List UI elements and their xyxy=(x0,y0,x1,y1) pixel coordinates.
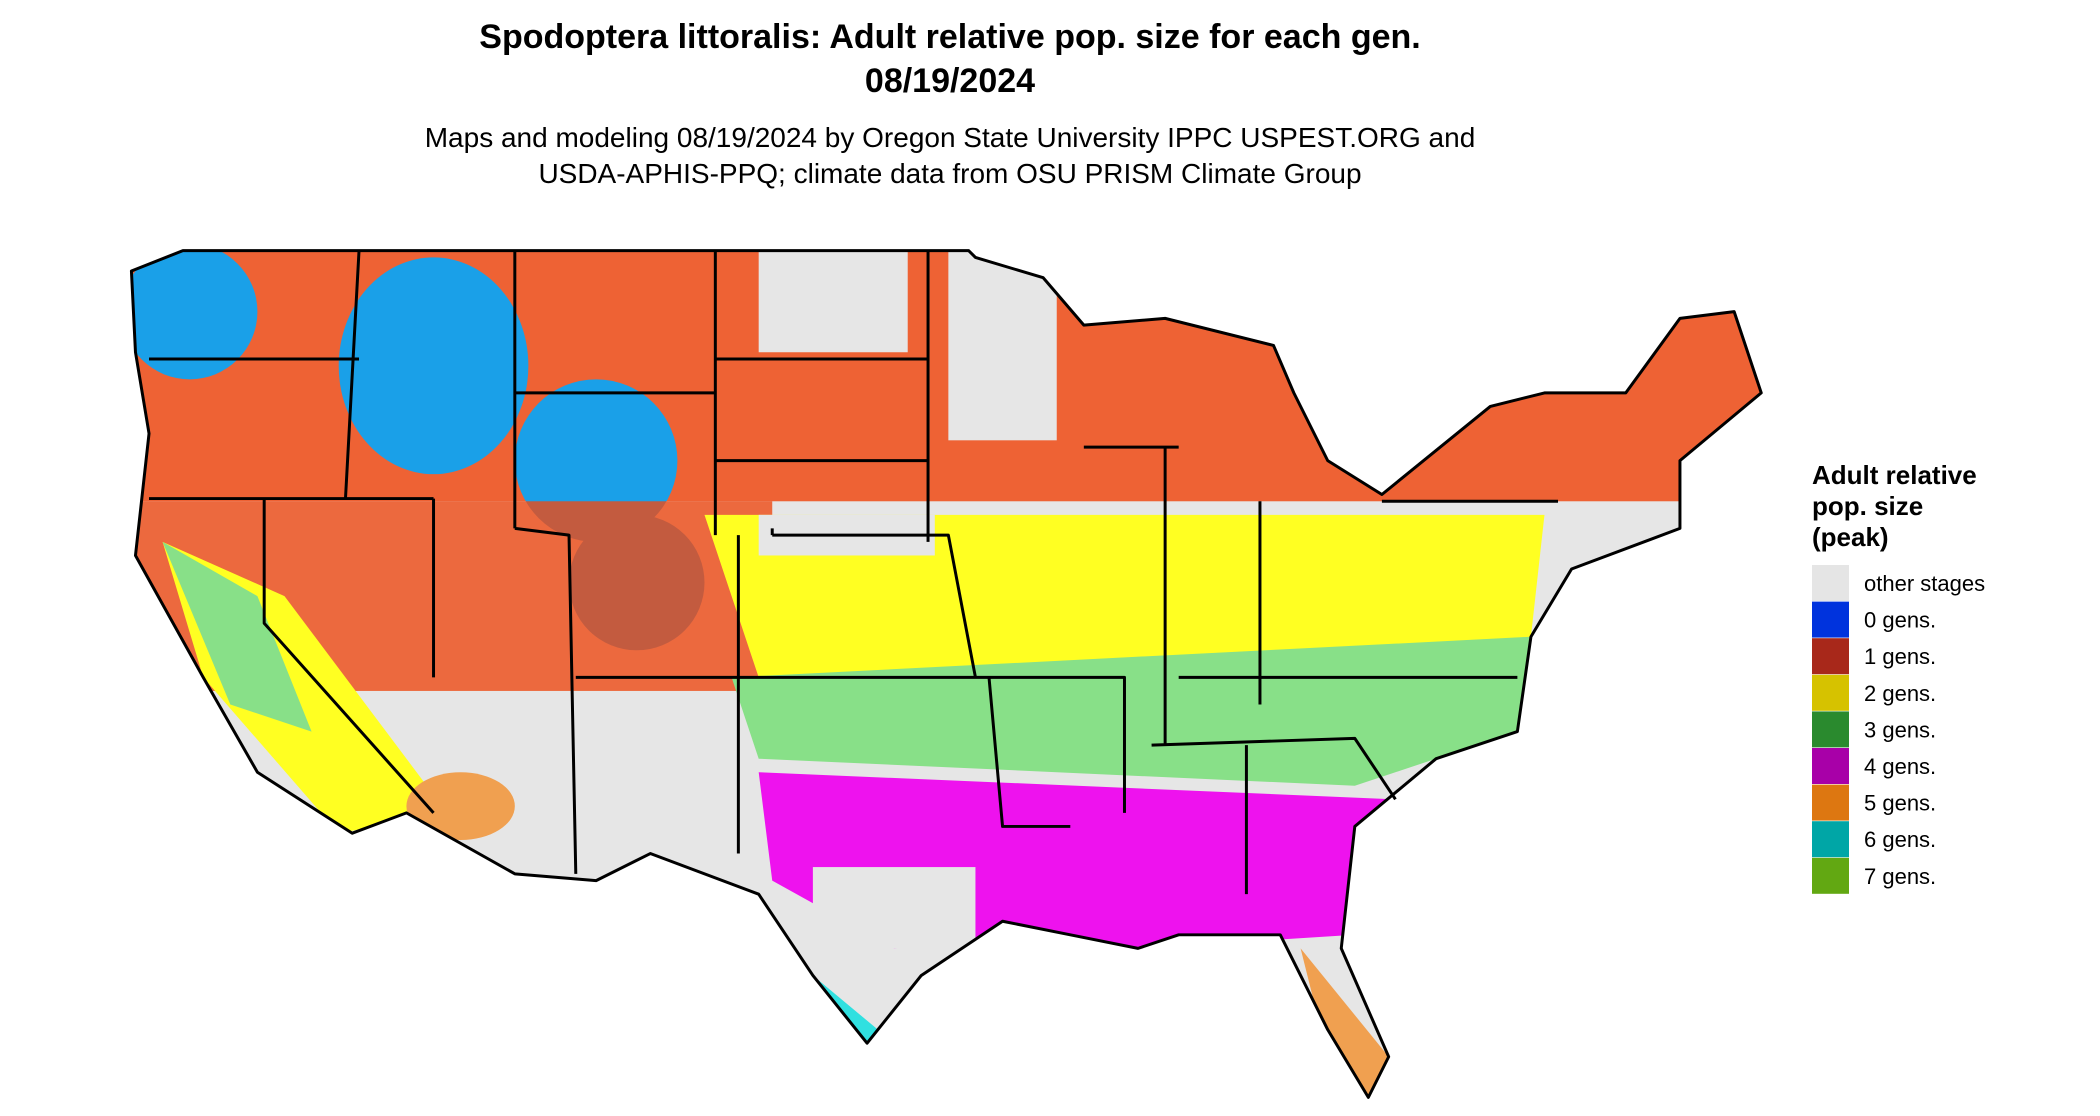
legend-swatch xyxy=(1812,821,1849,858)
date: 08/19/2024 xyxy=(865,62,1035,100)
legend-label: 4 gens. xyxy=(1864,754,1936,779)
legend-swatch xyxy=(1812,857,1849,894)
legend-swatch xyxy=(1812,565,1849,601)
state-lines xyxy=(149,250,1559,895)
legend-swatch xyxy=(1812,601,1849,638)
map-fill xyxy=(131,250,1762,1098)
legend-title: (peak) xyxy=(1812,522,1889,552)
legend-label: 3 gens. xyxy=(1864,717,1936,742)
legend-title: pop. size xyxy=(1812,491,1923,521)
legend-label: 0 gens. xyxy=(1864,608,1936,633)
legend-label: 2 gens. xyxy=(1864,681,1936,706)
us-outline xyxy=(129,249,1763,1099)
legend-swatch xyxy=(1812,784,1849,821)
legend-label: 1 gens. xyxy=(1864,644,1936,669)
legend-swatch xyxy=(1812,638,1849,675)
title: Spodoptera littoralis: Adult relative po… xyxy=(479,18,1420,56)
legend-title: Adult relative xyxy=(1812,460,1977,490)
legend-label: 7 gens. xyxy=(1864,864,1936,889)
subtitle: Maps and modeling 08/19/2024 by Oregon S… xyxy=(425,122,1476,153)
legend-swatch xyxy=(1812,748,1849,784)
legend-swatch xyxy=(1812,674,1849,711)
map xyxy=(129,249,1763,1099)
legend-swatch xyxy=(1812,711,1849,748)
legend-label: 5 gens. xyxy=(1864,791,1936,816)
legend-label: 6 gens. xyxy=(1864,827,1936,852)
legend-label: other stages xyxy=(1864,571,1985,596)
subtitle: USDA-APHIS-PPQ; climate data from OSU PR… xyxy=(538,158,1361,189)
